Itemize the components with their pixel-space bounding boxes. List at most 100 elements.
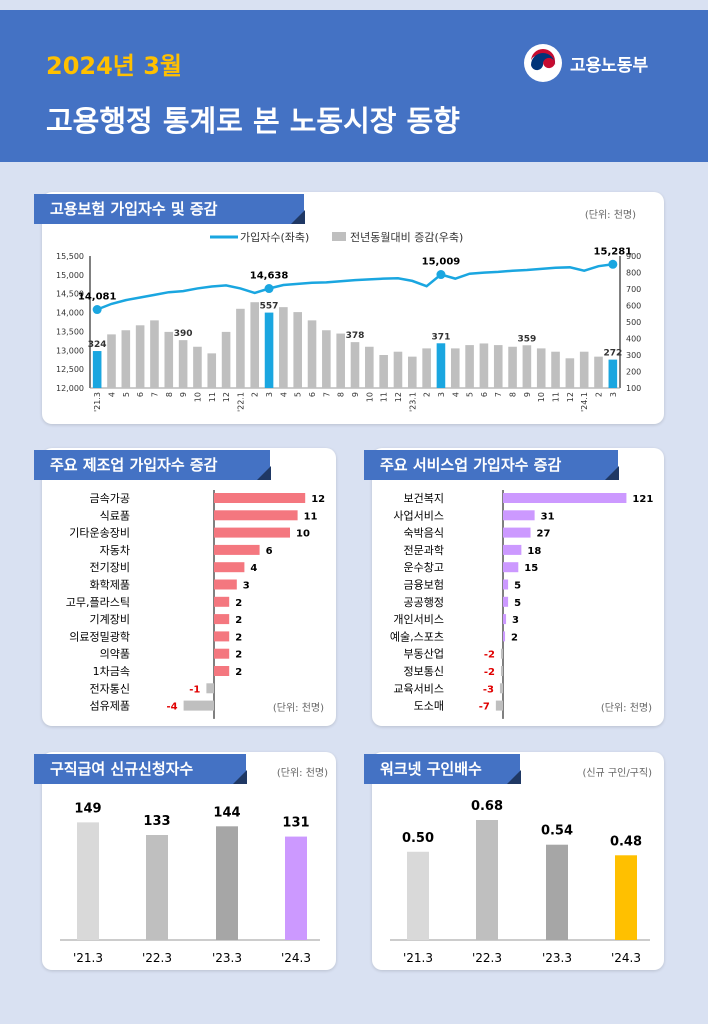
increase-bar [264, 312, 274, 388]
increase-label: 324 [88, 340, 107, 350]
value-label: 2 [235, 615, 242, 626]
value-label: 0.54 [541, 824, 573, 839]
x-tick: 8 [509, 392, 518, 397]
x-tick: '21.3 [403, 951, 433, 965]
value-label: -4 [166, 702, 177, 713]
increase-bar [214, 510, 298, 521]
value-label: 133 [143, 814, 170, 829]
value-label: 6 [266, 546, 273, 557]
insured-point [264, 284, 274, 294]
x-tick: '23.3 [542, 951, 572, 965]
increase-bar [293, 312, 302, 388]
increase-bar [214, 648, 230, 659]
increase-bar [279, 307, 288, 388]
value-label: 149 [74, 801, 101, 816]
increase-bar [214, 614, 230, 625]
category-label: 교육서비스 [393, 682, 444, 695]
category-label: 식료품 [100, 509, 130, 522]
claims-unit: (단위: 천명) [276, 768, 328, 779]
category-label: 기계장비 [90, 613, 130, 626]
value-label: 11 [304, 511, 318, 522]
x-tick: '21.3 [73, 951, 103, 965]
increase-bar [450, 348, 460, 388]
x-tick: 12 [222, 392, 231, 402]
increase-bar [236, 308, 245, 388]
increase-bar [150, 320, 159, 388]
y-right-tick: 900 [626, 252, 641, 261]
x-tick: '24.3 [611, 951, 641, 965]
increase-bar [365, 346, 374, 388]
y-left-tick: 15,000 [56, 271, 84, 280]
y-right-tick: 100 [626, 384, 641, 393]
increase-bar [193, 346, 202, 388]
decrease-bar [500, 666, 503, 676]
x-tick: 7 [494, 392, 503, 397]
increase-bar [503, 544, 522, 555]
x-tick: 2 [251, 392, 260, 397]
decrease-bar [495, 700, 503, 711]
manufacturing-chart: 금속가공 12 식료품 11 기타운송장비 10 자동차 6 전기장비 4 화학제품 3 고무,플라스틱… [66, 490, 325, 719]
y-left-tick: 12,000 [56, 384, 84, 393]
increase-bar [565, 358, 575, 388]
value-label: 5 [514, 598, 521, 609]
category-label: 정보통신 [404, 665, 444, 678]
value-bar [146, 835, 168, 940]
x-tick: 8 [337, 392, 346, 397]
value-label: 0.48 [610, 834, 642, 849]
value-bar [546, 844, 568, 940]
increase-bar [214, 527, 290, 538]
increase-bar [408, 356, 417, 388]
decrease-bar [500, 648, 503, 659]
value-label: 15 [524, 563, 538, 574]
value-label: 12 [311, 494, 325, 505]
category-label: 보건복지 [404, 492, 444, 505]
value-label: 2 [235, 667, 242, 678]
increase-bar [393, 351, 403, 388]
x-tick: 8 [165, 392, 174, 397]
y-right-tick: 500 [626, 318, 641, 327]
increase-bar [379, 355, 388, 388]
value-bar [476, 820, 498, 940]
legend-line-label: 가입자수(좌축) [240, 231, 309, 244]
increase-bar [503, 527, 531, 538]
y-left-tick: 13,500 [56, 327, 84, 336]
increase-label: 371 [432, 332, 451, 342]
value-label: 27 [537, 529, 551, 540]
y-right-tick: 400 [626, 335, 641, 344]
increase-bar [164, 331, 174, 388]
x-tick: 2 [423, 392, 432, 397]
increase-bar [503, 493, 627, 503]
increase-bar [503, 562, 519, 573]
value-label: -1 [189, 684, 200, 695]
x-tick: 11 [208, 392, 217, 402]
y-left-tick: 14,500 [56, 290, 84, 299]
increase-bar [336, 333, 345, 388]
x-tick: 6 [308, 392, 317, 397]
increase-bar [465, 345, 474, 388]
x-tick: 4 [107, 392, 116, 397]
x-tick: 5 [466, 392, 475, 397]
insured-point [92, 305, 102, 315]
category-label: 고무,플라스틱 [66, 596, 130, 609]
services-chart: 보건복지 121 사업서비스 31 숙박음식 27 전문과학 18 운수창고 15 금융보험 5 공공행… [390, 490, 653, 719]
increase-label: 272 [603, 349, 622, 359]
value-bar [77, 822, 99, 940]
claims-title: 구직급여 신규신청자수 [34, 754, 247, 784]
x-tick: 6 [480, 392, 489, 397]
x-tick: '22.3 [472, 951, 502, 965]
category-label: 의료정밀광학 [69, 630, 130, 643]
x-tick: '22.3 [142, 951, 172, 965]
ministry-name: 고용노동부 [570, 55, 649, 76]
header-banner: 2024년 3월 고용행정 통계로 본 노동시장 동향 고용노동부 [0, 10, 708, 162]
value-label: 5 [514, 581, 521, 592]
legend-bar-label: 전년동월대비 증감(우축) [350, 231, 463, 244]
y-right-tick: 800 [626, 269, 641, 278]
increase-bar [214, 544, 260, 555]
insured-card: 고용보험 가입자수 및 증감 (단위: 천명) 가입자수(좌축) 전년동월대비 … [34, 192, 664, 424]
x-tick: 3 [609, 392, 618, 397]
page-title: 고용행정 통계로 본 노동시장 동향 [46, 104, 460, 138]
y-right-tick: 300 [626, 351, 641, 360]
increase-bar [214, 666, 230, 676]
value-label: 10 [296, 529, 310, 540]
category-label: 개인서비스 [393, 613, 444, 626]
